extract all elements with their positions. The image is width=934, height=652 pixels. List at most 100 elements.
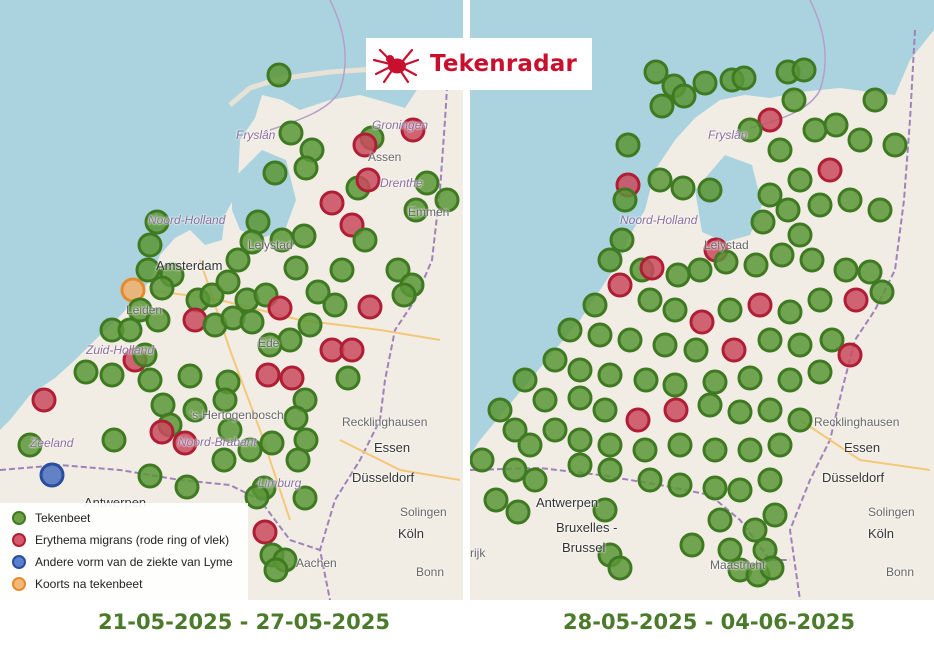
- erythema-marker[interactable]: [267, 295, 293, 321]
- tekenbeet-marker[interactable]: [637, 467, 663, 493]
- tekenbeet-marker[interactable]: [597, 247, 623, 273]
- tekenbeet-marker[interactable]: [582, 292, 608, 318]
- tekenbeet-marker[interactable]: [679, 532, 705, 558]
- tekenbeet-marker[interactable]: [225, 247, 251, 273]
- map-left[interactable]: Fryslân Groningen Assen Drenthe Emmen No…: [0, 0, 463, 600]
- tekenbeet-marker[interactable]: [502, 417, 528, 443]
- tekenbeet-marker[interactable]: [609, 227, 635, 253]
- erythema-marker[interactable]: [721, 337, 747, 363]
- tekenbeet-marker[interactable]: [662, 372, 688, 398]
- tekenbeet-marker[interactable]: [750, 209, 776, 235]
- tekenbeet-marker[interactable]: [692, 70, 718, 96]
- tekenbeet-marker[interactable]: [607, 555, 633, 581]
- tekenbeet-marker[interactable]: [385, 257, 411, 283]
- tekenbeet-marker[interactable]: [837, 187, 863, 213]
- tekenbeet-marker[interactable]: [263, 557, 289, 583]
- tekenbeet-marker[interactable]: [667, 432, 693, 458]
- tekenbeet-marker[interactable]: [757, 397, 783, 423]
- tekenbeet-marker[interactable]: [137, 367, 163, 393]
- erythema-marker[interactable]: [279, 365, 305, 391]
- tekenbeet-marker[interactable]: [277, 327, 303, 353]
- tekenbeet-marker[interactable]: [882, 132, 908, 158]
- erythema-marker[interactable]: [352, 132, 378, 158]
- tekenbeet-marker[interactable]: [702, 437, 728, 463]
- tekenbeet-marker[interactable]: [177, 363, 203, 389]
- erythema-marker[interactable]: [837, 342, 863, 368]
- tekenbeet-marker[interactable]: [542, 347, 568, 373]
- tekenbeet-marker[interactable]: [662, 297, 688, 323]
- tekenbeet-marker[interactable]: [862, 87, 888, 113]
- erythema-marker[interactable]: [757, 107, 783, 133]
- tekenbeet-marker[interactable]: [823, 112, 849, 138]
- tekenbeet-marker[interactable]: [244, 484, 270, 510]
- erythema-marker[interactable]: [747, 292, 773, 318]
- tekenbeet-marker[interactable]: [587, 322, 613, 348]
- tekenbeet-marker[interactable]: [833, 257, 859, 283]
- tekenbeet-marker[interactable]: [135, 257, 161, 283]
- tekenbeet-marker[interactable]: [777, 367, 803, 393]
- tekenbeet-marker[interactable]: [612, 187, 638, 213]
- tekenbeet-marker[interactable]: [502, 457, 528, 483]
- tekenbeet-marker[interactable]: [117, 317, 143, 343]
- tekenbeet-marker[interactable]: [237, 437, 263, 463]
- erythema-marker[interactable]: [663, 397, 689, 423]
- tekenbeet-marker[interactable]: [470, 447, 495, 473]
- tekenbeet-marker[interactable]: [335, 365, 361, 391]
- tekenbeet-marker[interactable]: [687, 257, 713, 283]
- tekenbeet-marker[interactable]: [414, 170, 440, 196]
- tekenbeet-marker[interactable]: [137, 232, 163, 258]
- erythema-marker[interactable]: [689, 309, 715, 335]
- tekenbeet-marker[interactable]: [707, 507, 733, 533]
- tekenbeet-marker[interactable]: [259, 430, 285, 456]
- tekenbeet-marker[interactable]: [633, 367, 659, 393]
- erythema-marker[interactable]: [357, 294, 383, 320]
- tekenbeet-marker[interactable]: [517, 432, 543, 458]
- erythema-marker[interactable]: [149, 419, 175, 445]
- tekenbeet-marker[interactable]: [132, 342, 158, 368]
- tekenbeet-marker[interactable]: [505, 499, 531, 525]
- tekenbeet-marker[interactable]: [217, 417, 243, 443]
- tekenbeet-marker[interactable]: [434, 187, 460, 213]
- tekenbeet-marker[interactable]: [291, 223, 317, 249]
- tekenbeet-marker[interactable]: [283, 255, 309, 281]
- tekenbeet-marker[interactable]: [767, 432, 793, 458]
- tekenbeet-marker[interactable]: [731, 65, 757, 91]
- tekenbeet-marker[interactable]: [649, 93, 675, 119]
- tekenbeet-marker[interactable]: [532, 387, 558, 413]
- map-right[interactable]: Fryslân Noord-Holland Lelystad Recklingh…: [470, 0, 934, 600]
- tekenbeet-marker[interactable]: [667, 472, 693, 498]
- tekenbeet-marker[interactable]: [592, 497, 618, 523]
- tekenbeet-marker[interactable]: [787, 332, 813, 358]
- erythema-marker[interactable]: [639, 255, 665, 281]
- tekenbeet-marker[interactable]: [305, 279, 331, 305]
- erythema-marker[interactable]: [255, 362, 281, 388]
- erythema-marker[interactable]: [339, 337, 365, 363]
- tekenbeet-marker[interactable]: [329, 257, 355, 283]
- tekenbeet-marker[interactable]: [199, 282, 225, 308]
- tekenbeet-marker[interactable]: [352, 227, 378, 253]
- erythema-marker[interactable]: [625, 407, 651, 433]
- tekenbeet-marker[interactable]: [266, 62, 292, 88]
- tekenbeet-marker[interactable]: [802, 117, 828, 143]
- tekenbeet-marker[interactable]: [285, 447, 311, 473]
- tekenbeet-marker[interactable]: [293, 155, 319, 181]
- tekenbeet-marker[interactable]: [787, 167, 813, 193]
- tekenbeet-marker[interactable]: [702, 369, 728, 395]
- tekenbeet-marker[interactable]: [791, 57, 817, 83]
- tekenbeet-marker[interactable]: [737, 117, 763, 143]
- tekenbeet-marker[interactable]: [652, 332, 678, 358]
- tekenbeet-marker[interactable]: [807, 192, 833, 218]
- tekenbeet-marker[interactable]: [174, 474, 200, 500]
- tekenbeet-marker[interactable]: [487, 397, 513, 423]
- erythema-marker[interactable]: [319, 190, 345, 216]
- tekenbeet-marker[interactable]: [557, 317, 583, 343]
- lyme-marker[interactable]: [39, 462, 65, 488]
- tekenbeet-marker[interactable]: [483, 487, 509, 513]
- tekenbeet-marker[interactable]: [239, 229, 265, 255]
- tekenbeet-marker[interactable]: [144, 209, 170, 235]
- tekenbeet-marker[interactable]: [702, 475, 728, 501]
- tekenbeet-marker[interactable]: [567, 357, 593, 383]
- erythema-marker[interactable]: [607, 272, 633, 298]
- tekenbeet-marker[interactable]: [717, 297, 743, 323]
- tekenbeet-marker[interactable]: [757, 182, 783, 208]
